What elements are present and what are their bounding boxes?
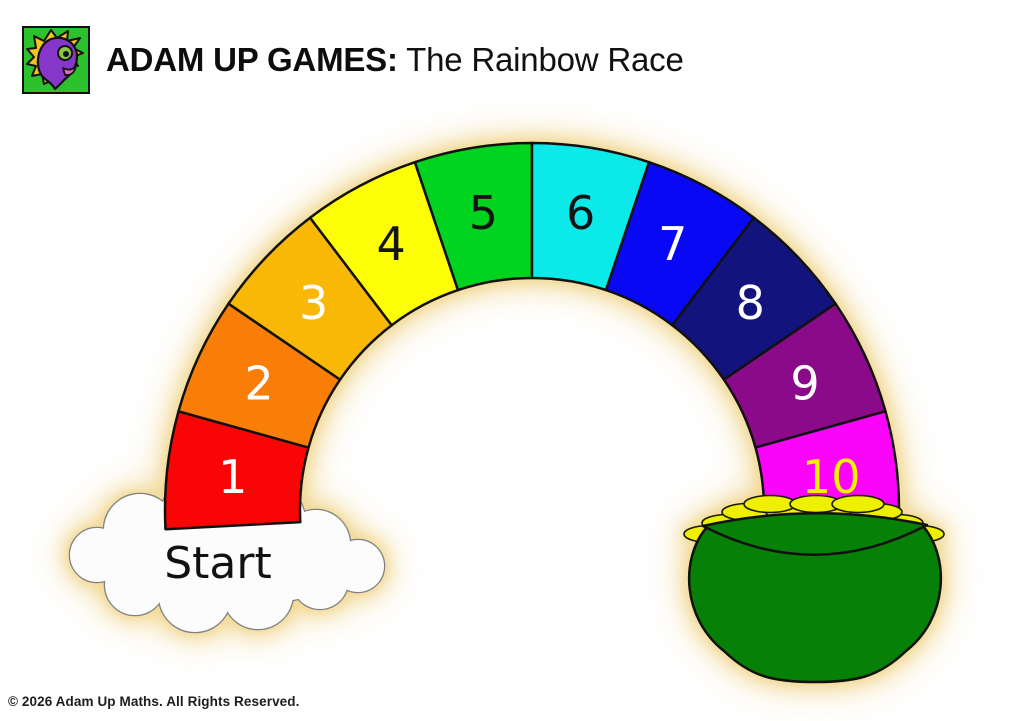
segment-7-number: 7 xyxy=(658,217,687,271)
segment-8-number: 8 xyxy=(736,276,765,330)
page-title: ADAM UP GAMES: The Rainbow Race xyxy=(106,41,684,79)
adam-up-maths-logo xyxy=(22,26,90,94)
brand-name: ADAM UP GAMES: xyxy=(106,41,398,78)
copyright-notice: © 2026 Adam Up Maths. All Rights Reserve… xyxy=(8,694,300,709)
mascot-pupil xyxy=(63,51,69,57)
pot-body xyxy=(687,524,943,684)
game-name: The Rainbow Race xyxy=(397,41,684,78)
start-label: Start xyxy=(164,538,272,589)
segment-3-number: 3 xyxy=(299,276,328,330)
gold-coin xyxy=(743,494,797,514)
pot-rim xyxy=(701,512,929,556)
segment-9-number: 9 xyxy=(790,356,819,410)
segment-2-number: 2 xyxy=(244,356,273,410)
gold-coin xyxy=(831,494,885,514)
pot-of-gold[interactable] xyxy=(683,494,945,684)
segment-4-number: 4 xyxy=(377,217,406,271)
segment-6-number: 6 xyxy=(566,186,595,240)
mascot-mouth xyxy=(62,65,77,76)
page-header: ADAM UP GAMES: The Rainbow Race xyxy=(22,26,684,94)
segment-5-number: 5 xyxy=(469,186,498,240)
segment-1-number: 1 xyxy=(218,450,247,504)
cloud-center xyxy=(96,514,360,606)
